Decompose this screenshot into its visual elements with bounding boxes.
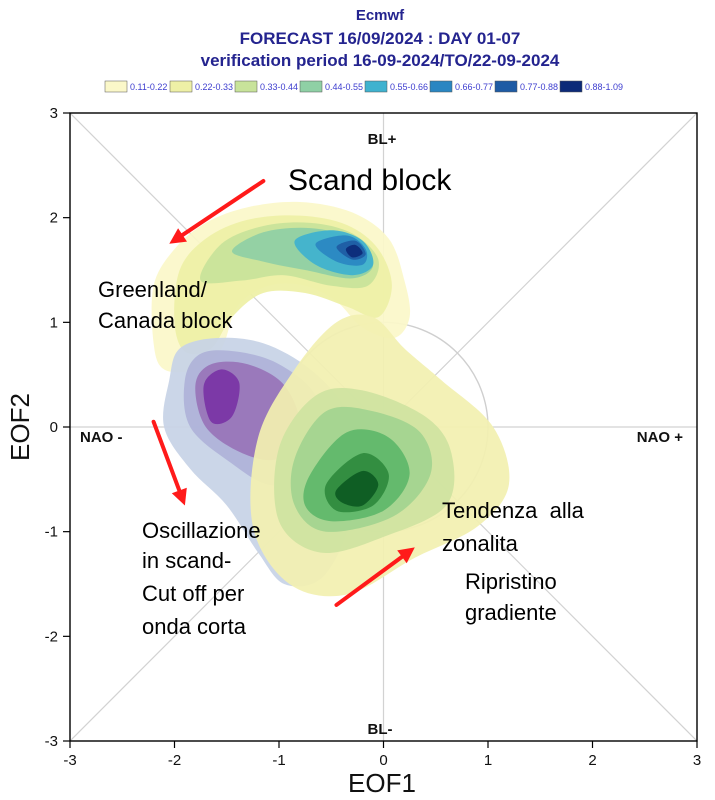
y-tick-label-2: -1	[45, 524, 58, 541]
legend-label-0: 0.11-0.22	[130, 82, 167, 92]
chart-title-group: Ecmwf FORECAST 16/09/2024 : DAY 01-07 ve…	[201, 7, 560, 70]
legend-swatch-2	[234, 80, 258, 93]
legend-swatch-5	[429, 80, 453, 93]
annotation-greenland-line-1: Greenland/	[98, 277, 208, 302]
legend-swatch-7	[559, 80, 583, 93]
chart-subtitle-forecast: FORECAST 16/09/2024 : DAY 01-07	[240, 29, 521, 48]
annotation-tendenza-line-2: zonalita	[442, 531, 519, 556]
annotation-oscillazione-line-1: Oscillazione	[142, 518, 261, 543]
x-tick-label-3: 0	[379, 752, 387, 769]
arrow-tendenza-head	[397, 547, 415, 564]
legend-label-7: 0.88-1.09	[585, 82, 623, 92]
annotation-oscillazione-line-3: Cut off per	[142, 581, 244, 606]
density-cluster-2-level-5	[335, 470, 379, 507]
legend-swatch-4	[364, 80, 388, 93]
legend-swatch-3	[299, 80, 323, 93]
legend: 0.11-0.22 0.22-0.33 0.33-0.44 0.44-0.55 0.55…	[104, 80, 623, 93]
density-cluster-1-level-3	[203, 369, 240, 425]
x-axis-label: EOF1	[348, 768, 416, 798]
regime-label-nao-minus: NAO -	[80, 429, 123, 446]
arrow-scand-shaft	[180, 179, 266, 237]
legend-swatch-0	[104, 80, 128, 93]
x-tick-label-6: 3	[693, 752, 701, 769]
arrow-tendenza	[334, 547, 415, 607]
regime-label-bl-plus: BL+	[368, 131, 397, 148]
annotation-oscillazione: Oscillazione in scand- Cut off per onda …	[142, 518, 267, 639]
regime-label-bl-minus: BL-	[368, 721, 393, 738]
density-cluster-2	[250, 314, 510, 597]
legend-label-5: 0.66-0.77	[455, 82, 493, 92]
annotation-tendenza-line-1: Tendenza alla	[442, 498, 585, 523]
y-axis-label: EOF2	[5, 393, 35, 461]
chart-title: Ecmwf	[356, 7, 405, 24]
annotation-ripristino-gradiente: Ripristino gradiente	[465, 569, 563, 625]
legend-swatch-6	[494, 80, 518, 93]
arrow-oscill	[151, 419, 187, 506]
arrow-scand	[169, 179, 266, 244]
y-tick-label-4: 1	[50, 314, 58, 331]
density-cluster-0	[151, 201, 411, 373]
arrow-tendenza-shaft	[334, 554, 404, 607]
annotation-arrows	[151, 179, 415, 607]
legend-label-4: 0.55-0.66	[390, 82, 428, 92]
x-tick-label-1: -2	[168, 752, 181, 769]
x-tick-label-5: 2	[588, 752, 596, 769]
arrow-oscill-shaft	[151, 419, 182, 493]
annotations: Scand block Greenland/ Canada block Osci…	[98, 164, 639, 639]
chart-subtitle-period: verification period 16-09-2024/TO/22-09-…	[201, 51, 560, 70]
annotation-greenland-line-2: Canada block	[98, 308, 234, 333]
x-tick-label-0: -3	[63, 752, 76, 769]
y-tick-label-3: 0	[50, 419, 58, 436]
y-tick-label-6: 3	[50, 105, 58, 122]
legend-label-1: 0.22-0.33	[195, 82, 233, 92]
arrow-scand-head	[169, 228, 187, 244]
annotation-scand-block: Scand block	[288, 164, 452, 197]
annotation-greenland-canada-block: Greenland/ Canada block	[98, 277, 234, 333]
x-tick-label-4: 1	[484, 752, 492, 769]
annotation-ripristino-line-2: gradiente	[465, 600, 557, 625]
legend-swatch-1	[169, 80, 193, 93]
regime-label-nao-plus: NAO +	[637, 429, 684, 446]
y-tick-label-5: 2	[50, 210, 58, 227]
regime-labels: BL+ BL- NAO - NAO +	[80, 131, 683, 738]
density-cluster-0-level-7	[345, 244, 363, 258]
y-tick-label-1: -2	[45, 628, 58, 645]
annotation-oscillazione-line-2: in scand-	[142, 548, 231, 573]
arrow-oscill-head	[171, 487, 187, 506]
density-contours	[151, 201, 510, 597]
y-tick-label-0: -3	[45, 733, 58, 750]
annotation-ripristino-line-1: Ripristino	[465, 569, 557, 594]
legend-label-3: 0.44-0.55	[325, 82, 363, 92]
legend-label-2: 0.33-0.44	[260, 82, 298, 92]
legend-label-6: 0.77-0.88	[520, 82, 558, 92]
axes: -3 -2 -1 0 1 2 3 -3 -2 -1 0 1 2 3	[45, 105, 702, 769]
annotation-oscillazione-line-4: onda corta	[142, 614, 247, 639]
x-tick-label-2: -1	[272, 752, 285, 769]
annotation-scand-line-1: Scand block	[288, 164, 452, 197]
annotation-tendenza-zonalita: Tendenza alla zonalita	[442, 498, 639, 556]
